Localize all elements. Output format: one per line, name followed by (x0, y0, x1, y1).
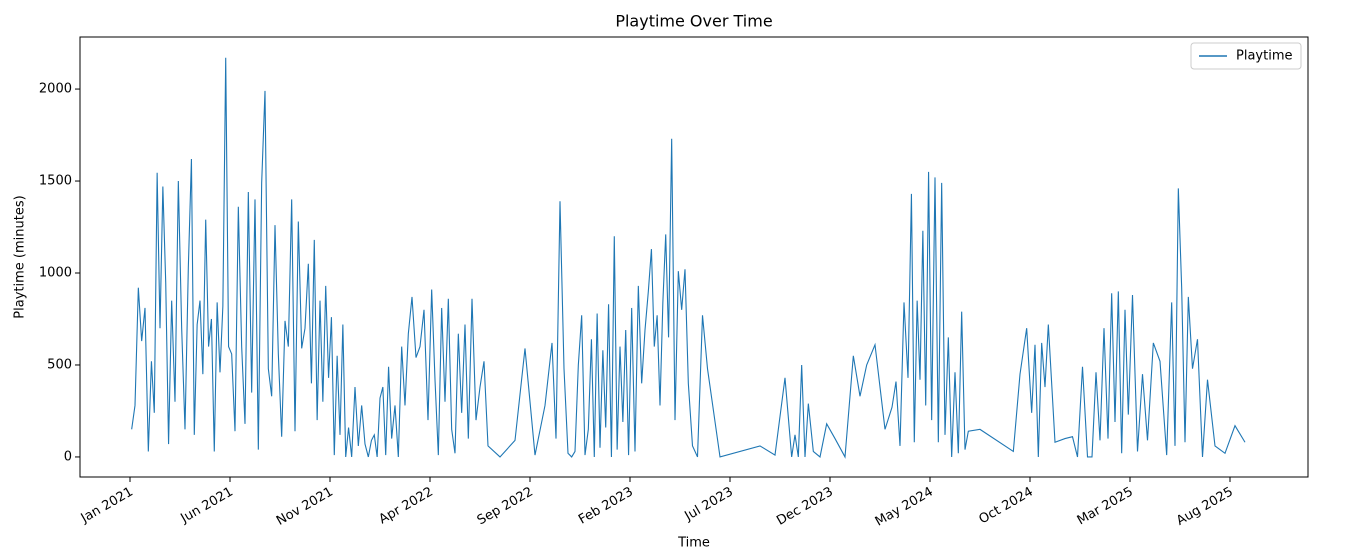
y-tick-label: 1000 (39, 266, 72, 281)
x-tick-label: Jul 2023 (682, 485, 736, 525)
data-line (131, 57, 1246, 459)
legend-label: Playtime (1236, 49, 1292, 64)
x-tick-label: Dec 2023 (774, 485, 836, 529)
y-axis-label: Playtime (minutes) (13, 195, 28, 318)
x-tick-label: Nov 2021 (274, 485, 336, 529)
y-tick-label: 1500 (39, 174, 72, 189)
x-tick-label: Jan 2021 (78, 485, 136, 527)
x-tick-label: Feb 2023 (576, 485, 636, 528)
x-tick-label: May 2024 (873, 485, 936, 530)
x-tick-label: Mar 2025 (1075, 485, 1136, 529)
x-tick-label: Oct 2024 (977, 485, 1036, 528)
legend-box (1190, 42, 1302, 70)
plot-area (79, 36, 1309, 478)
x-tick-label: Jun 2021 (178, 485, 236, 527)
y-tick-label: 500 (47, 357, 72, 372)
y-tick-label: 2000 (39, 82, 72, 97)
y-tick-label: 0 (64, 449, 72, 464)
x-tick-label: Aug 2025 (1174, 485, 1236, 529)
x-tick-label: Apr 2022 (377, 485, 436, 528)
x-tick-label: Sep 2022 (475, 485, 536, 529)
chart-title: Playtime Over Time (615, 12, 772, 31)
x-axis-label: Time (677, 536, 710, 548)
